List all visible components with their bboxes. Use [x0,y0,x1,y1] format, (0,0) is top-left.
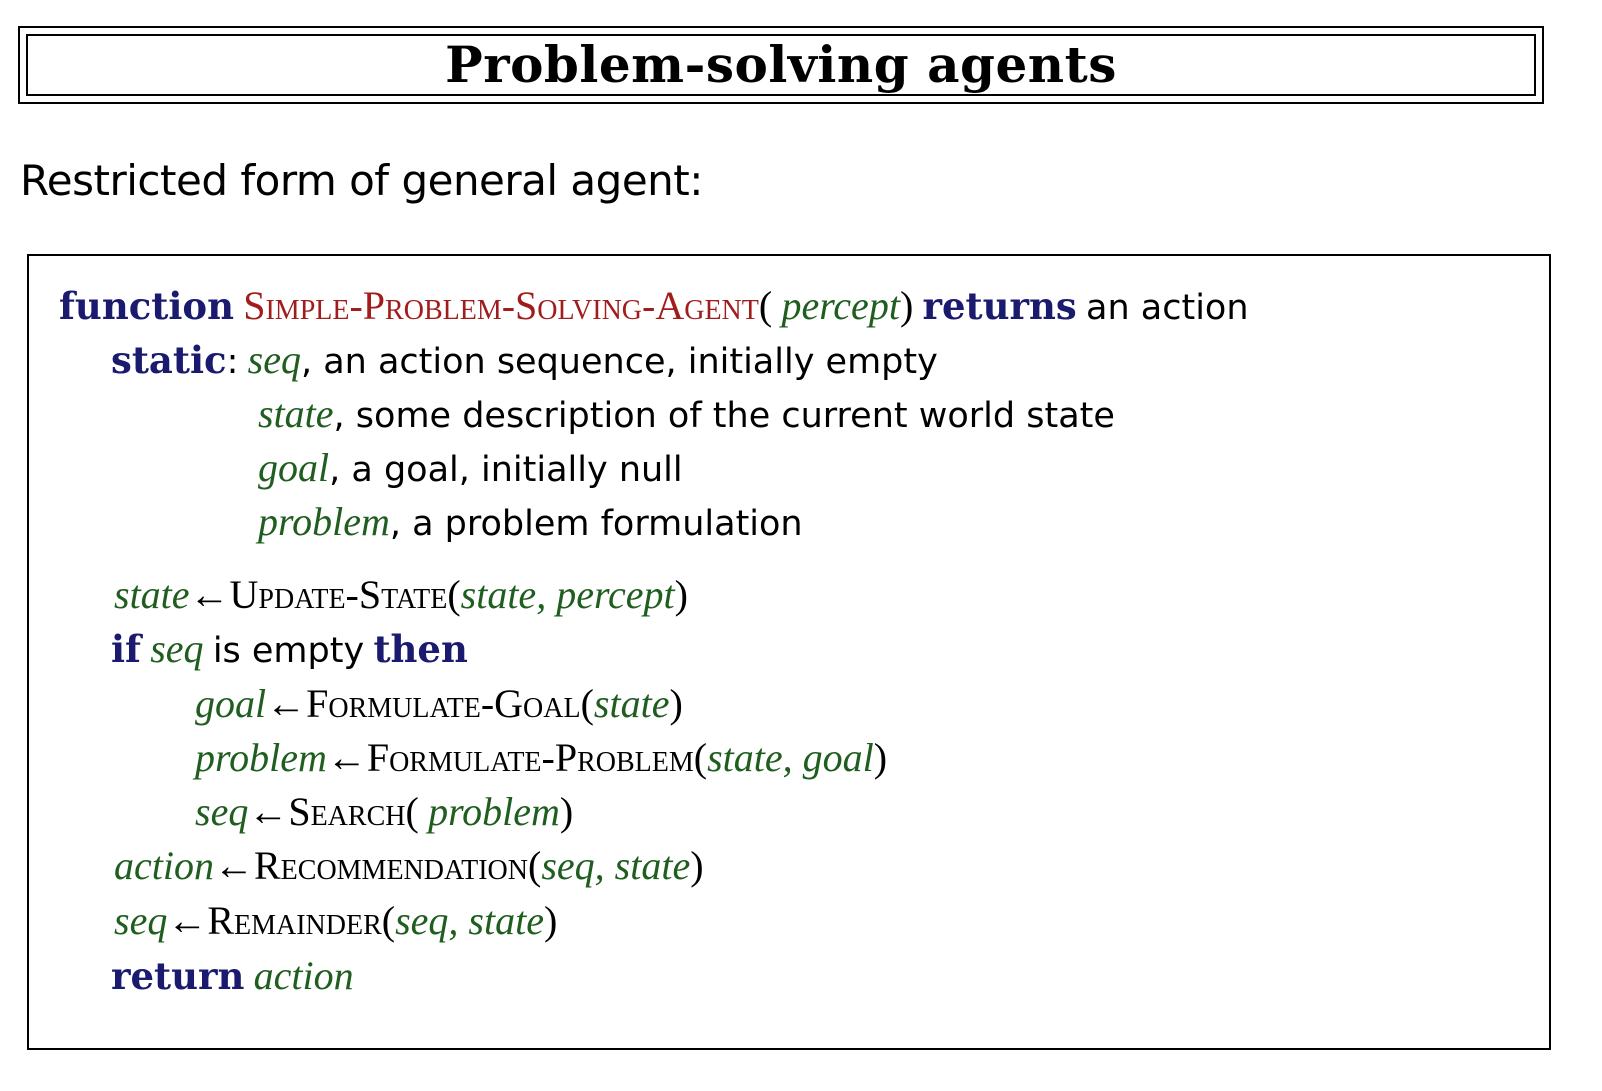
return-description: an action [1086,288,1249,328]
assign-arrow: ← [213,843,254,888]
lhs-problem: problem [195,735,327,780]
open-paren: ( [405,789,419,834]
var-seq: seq [247,337,301,382]
call-formulate-problem: Formulate-Problem [366,735,694,780]
assign-arrow: ← [248,789,289,834]
keyword-return: return [111,954,245,998]
algo-line-static-problem: problem, a problem formulation [258,502,803,542]
algo-line-remainder: seq←Remainder(seq, state) [114,901,557,941]
call-search: Search [288,789,406,834]
open-paren: ( [381,898,396,943]
subtitle: Restricted form of general agent: [20,156,703,205]
var-action: action [253,953,354,998]
lhs-seq: seq [195,789,249,834]
static-colon: : [226,342,239,382]
keyword-then: then [373,627,468,671]
args: problem [428,789,560,834]
algo-line-formulate-goal: goal←Formulate-Goal(state) [195,684,683,724]
open-paren: ( [693,735,708,780]
open-paren: ( [758,283,773,328]
keyword-function: function [59,284,234,328]
close-paren: ) [690,843,704,888]
algo-line-static-state: state, some description of the current w… [258,394,1115,434]
keyword-returns: returns [922,284,1077,328]
algo-line-function: function Simple-Problem-Solving-Agent( p… [59,286,1249,326]
algo-line-search: seq←Search( problem) [195,792,573,832]
close-paren: ) [543,898,558,943]
param-percept: percept [781,283,900,328]
algo-line-if: if seq is empty then [111,629,468,669]
close-paren: ) [873,735,888,780]
close-paren: ) [559,789,574,834]
algo-line-recommendation: action←Recommendation(seq, state) [114,846,704,886]
function-name: Simple-Problem-Solving-Agent [243,283,759,328]
args: seq, state [395,898,544,943]
open-paren: ( [447,572,461,617]
var-seq: seq [150,626,204,671]
algo-line-static-goal: goal, a goal, initially null [258,448,683,488]
args: state, percept [460,572,675,617]
call-update-state: Update-State [229,572,448,617]
keyword-if: if [111,627,141,671]
assign-arrow: ← [167,898,208,943]
open-paren: ( [580,681,594,726]
algo-line-update-state: state←Update-State(state, percept) [114,575,688,615]
state-description: , some description of the current world … [333,396,1115,436]
goal-description: , a goal, initially null [329,450,683,490]
var-problem: problem [258,499,390,544]
algo-line-return: return action [111,956,354,996]
title-frame: Problem-solving agents [18,26,1544,104]
close-paren: ) [899,283,914,328]
algo-line-static: static: seq, an action sequence, initial… [111,340,938,380]
condition-text: is empty [212,631,365,671]
algo-line-formulate-problem: problem←Formulate-Problem(state, goal) [195,738,887,778]
call-formulate-goal: Formulate-Goal [306,681,581,726]
assign-arrow: ← [326,735,367,780]
problem-description: , a problem formulation [389,504,803,544]
algorithm-box: function Simple-Problem-Solving-Agent( p… [27,254,1551,1050]
lhs-state: state [114,572,190,617]
call-recommendation: Recommendation [253,843,528,888]
var-state: state [258,391,334,436]
title-inner-frame: Problem-solving agents [26,34,1536,96]
close-paren: ) [669,681,683,726]
lhs-seq: seq [114,898,168,943]
open-paren: ( [528,843,542,888]
lhs-goal: goal [195,681,267,726]
keyword-static: static [111,338,227,382]
assign-arrow: ← [266,681,307,726]
var-goal: goal [258,445,330,490]
args: seq, state [541,843,691,888]
page-title: Problem-solving agents [445,35,1117,94]
args: state [593,681,670,726]
close-paren: ) [674,572,688,617]
lhs-action: action [114,843,214,888]
assign-arrow: ← [189,572,230,617]
call-remainder: Remainder [207,898,382,943]
args: state, goal [707,735,874,780]
seq-description: , an action sequence, initially empty [300,342,938,382]
